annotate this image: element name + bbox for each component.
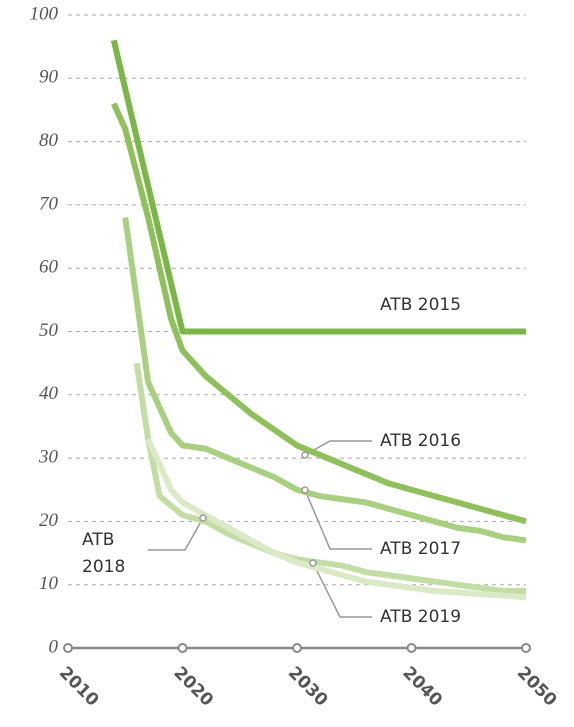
leader-dot: [301, 486, 309, 494]
line: [122, 217, 527, 544]
x-tick-label: 2020: [169, 663, 217, 711]
leader-dot: [309, 559, 317, 567]
series-label: ATB 2019: [380, 607, 461, 627]
x-tick: [521, 643, 531, 653]
x-tick: [292, 643, 302, 653]
series-label: ATB 2018: [82, 530, 126, 577]
leader-dot: [199, 514, 207, 522]
y-tick-label: 30: [38, 446, 59, 467]
y-tick-label: 10: [39, 573, 59, 594]
y-tick-label: 70: [39, 193, 59, 214]
series-label: ATB 2017: [380, 539, 461, 559]
y-tick-label: 100: [30, 3, 59, 24]
y-tick-label: 50: [39, 320, 59, 341]
line: [111, 102, 527, 525]
series-label: ATB 2016: [380, 431, 461, 451]
line: [110, 39, 526, 335]
x-tick: [177, 643, 188, 653]
y-tick-label: 80: [39, 130, 59, 151]
x-tick: [63, 643, 73, 653]
y-tick-label: 0: [49, 636, 59, 657]
y-tick-label: 20: [39, 510, 59, 531]
x-tick: [406, 643, 417, 653]
y-tick-label: 40: [39, 383, 59, 404]
leader-line: [312, 562, 372, 618]
x-tick-label: 2010: [55, 663, 103, 711]
y-tick-label: 60: [39, 257, 59, 278]
x-tick-label: 2050: [513, 663, 561, 711]
leader-line: [304, 489, 372, 550]
series-label: ATB 2015: [380, 295, 461, 315]
line: [145, 437, 527, 601]
leader-dot: [301, 451, 309, 459]
y-tick-label: 90: [39, 67, 59, 88]
x-tick-label: 2030: [284, 663, 332, 711]
x-tick-label: 2040: [398, 663, 446, 711]
series-label-box: ATB 2018: [82, 530, 126, 577]
line: [133, 362, 526, 595]
leader-line: [148, 517, 204, 551]
leaders: [148, 440, 372, 618]
